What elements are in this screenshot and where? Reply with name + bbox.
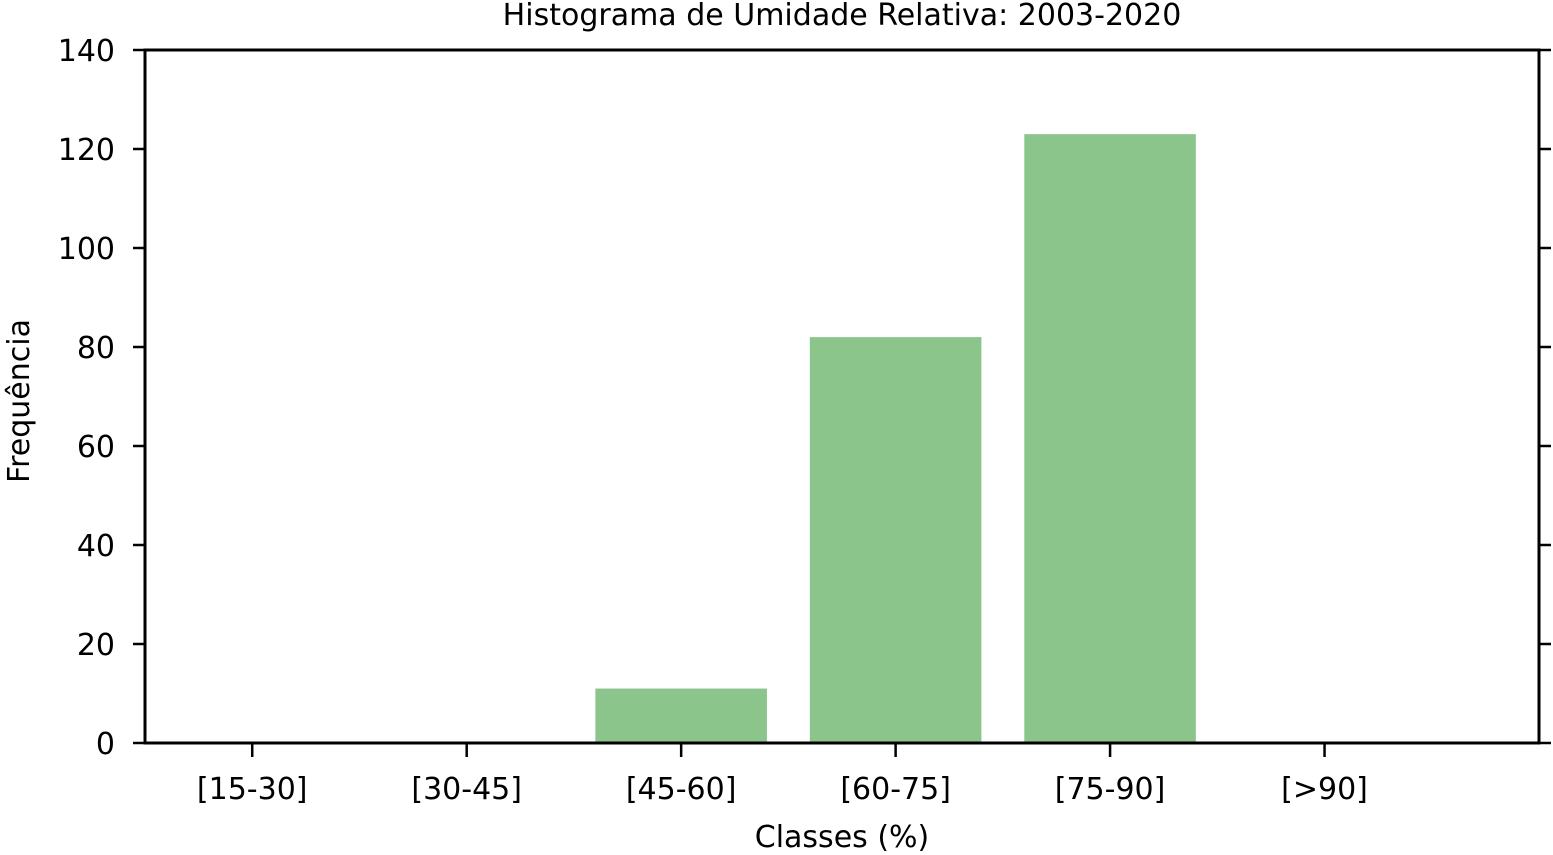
x-axis-ticks: [15-30] [30-45] [45-60] [60-75] [75-90] [>90] — [197, 743, 1368, 807]
x-tick-label: [60-75] — [840, 772, 951, 807]
y-tick-label: 0 — [96, 727, 115, 762]
x-tick-label: [45-60] — [626, 772, 737, 807]
y-tick-label: 140 — [58, 34, 115, 69]
bar-[45-60] — [595, 688, 767, 743]
y-axis-ticks: 0 20 40 60 80 100 120 140 — [58, 34, 1551, 762]
x-axis-label: Classes (%) — [755, 820, 929, 855]
chart-title: Histograma de Umidade Relativa: 2003-202… — [503, 0, 1182, 33]
y-tick-label: 100 — [58, 232, 115, 267]
y-tick-label: 80 — [77, 331, 115, 366]
x-tick-label: [15-30] — [197, 772, 308, 807]
x-tick-label: [>90] — [1281, 772, 1368, 807]
bar-[60-75] — [809, 337, 982, 743]
y-tick-label: 20 — [77, 628, 115, 663]
x-tick-label: [30-45] — [411, 772, 522, 807]
y-tick-label: 40 — [77, 529, 115, 564]
y-axis-label: Frequência — [2, 319, 37, 483]
y-tick-label: 60 — [77, 430, 115, 465]
bar-[75-90] — [1024, 134, 1196, 743]
x-tick-label: [75-90] — [1055, 772, 1166, 807]
plot-frame — [143, 48, 1541, 745]
y-tick-label: 120 — [58, 133, 115, 168]
bars-group — [595, 134, 1196, 743]
